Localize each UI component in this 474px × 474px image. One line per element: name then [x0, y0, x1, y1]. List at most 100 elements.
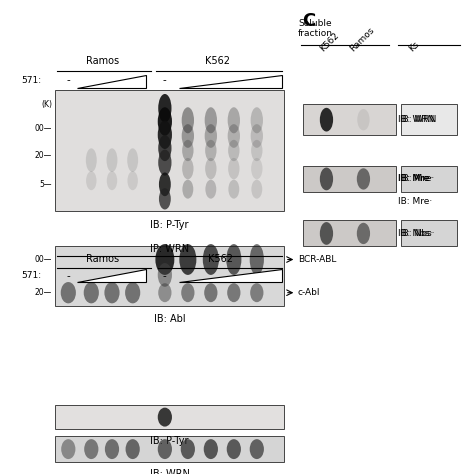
Ellipse shape [158, 408, 172, 427]
Ellipse shape [104, 282, 119, 303]
Text: 20—: 20— [35, 288, 52, 297]
Ellipse shape [228, 158, 239, 179]
Text: -: - [66, 75, 70, 86]
Text: IB: WRN: IB: WRN [400, 115, 436, 124]
Polygon shape [78, 269, 146, 282]
Ellipse shape [205, 180, 216, 199]
Ellipse shape [357, 109, 370, 130]
Text: BCR-ABL: BCR-ABL [298, 255, 336, 264]
Ellipse shape [61, 282, 76, 303]
Text: K562: K562 [319, 31, 341, 54]
Bar [303, 104, 396, 135]
Ellipse shape [320, 108, 333, 132]
Bar [55, 436, 284, 462]
Ellipse shape [182, 158, 193, 179]
Bar [303, 220, 396, 246]
Text: C: C [302, 12, 316, 30]
Ellipse shape [251, 140, 263, 161]
Ellipse shape [204, 283, 218, 302]
Text: IB: P-Tyr: IB: P-Tyr [150, 436, 189, 446]
Ellipse shape [86, 171, 97, 190]
Ellipse shape [182, 124, 194, 148]
Text: 00—: 00— [35, 124, 52, 133]
Text: 20—: 20— [35, 151, 52, 160]
Ellipse shape [320, 222, 333, 245]
Text: IB: Nbs·: IB: Nbs· [398, 229, 433, 238]
Ellipse shape [179, 244, 196, 275]
Ellipse shape [357, 223, 370, 244]
Ellipse shape [158, 107, 172, 136]
Ellipse shape [227, 439, 241, 459]
Text: IB: Abl: IB: Abl [154, 314, 185, 324]
Ellipse shape [182, 140, 193, 161]
Text: 00—: 00— [35, 255, 52, 264]
Bar [401, 220, 457, 246]
Ellipse shape [159, 188, 171, 210]
Text: IB: Mre·: IB: Mre· [400, 174, 434, 183]
Ellipse shape [357, 168, 370, 190]
Ellipse shape [84, 439, 99, 459]
Text: Ramos: Ramos [348, 26, 376, 54]
Text: (K): (K) [41, 100, 52, 109]
Ellipse shape [107, 171, 117, 190]
Ellipse shape [320, 168, 333, 190]
Text: IB: Mre·: IB: Mre· [398, 174, 432, 183]
Ellipse shape [158, 263, 172, 287]
Text: IB: Mre·: IB: Mre· [398, 197, 432, 206]
Ellipse shape [86, 148, 97, 172]
Polygon shape [179, 75, 282, 88]
Text: 571:: 571: [21, 76, 41, 85]
Polygon shape [179, 269, 282, 282]
Text: 5—: 5— [40, 180, 52, 189]
Text: Soluble
fraction: Soluble fraction [298, 19, 333, 38]
Ellipse shape [228, 107, 240, 133]
Ellipse shape [158, 135, 172, 161]
Text: -: - [163, 271, 167, 281]
Ellipse shape [158, 439, 172, 459]
Ellipse shape [227, 283, 240, 302]
Ellipse shape [128, 171, 138, 190]
Text: Ks: Ks [408, 40, 421, 54]
Text: c-Abl: c-Abl [298, 288, 320, 297]
Text: IB: Nbs·: IB: Nbs· [400, 229, 434, 238]
Ellipse shape [159, 173, 171, 196]
Text: IB: P-Tyr: IB: P-Tyr [150, 220, 189, 230]
Ellipse shape [226, 244, 241, 275]
Ellipse shape [251, 107, 263, 133]
Ellipse shape [126, 439, 140, 459]
Ellipse shape [155, 244, 174, 275]
Bar [55, 90, 284, 211]
Bar [55, 246, 284, 306]
Ellipse shape [182, 180, 193, 199]
Polygon shape [78, 75, 146, 88]
Ellipse shape [250, 244, 264, 275]
Ellipse shape [127, 148, 138, 172]
Bar [401, 104, 457, 135]
Ellipse shape [205, 140, 217, 161]
Ellipse shape [182, 107, 194, 133]
Bar [303, 166, 396, 192]
Ellipse shape [105, 439, 119, 459]
Text: K562: K562 [205, 56, 230, 66]
Ellipse shape [158, 94, 172, 122]
Ellipse shape [158, 283, 172, 302]
Bar [55, 405, 284, 429]
Ellipse shape [203, 244, 219, 275]
Ellipse shape [228, 124, 240, 148]
Text: K562: K562 [208, 255, 233, 264]
Bar [401, 166, 457, 192]
Ellipse shape [205, 107, 217, 133]
Ellipse shape [250, 283, 264, 302]
Text: IB: Mre·: IB: Mre· [398, 174, 432, 183]
Ellipse shape [181, 439, 195, 459]
Ellipse shape [61, 439, 75, 459]
Ellipse shape [250, 439, 264, 459]
Text: Ramos: Ramos [86, 56, 119, 66]
Text: -: - [163, 75, 167, 86]
Text: -: - [66, 271, 70, 281]
Ellipse shape [107, 148, 118, 172]
Text: IB: WRN: IB: WRN [398, 115, 435, 124]
Ellipse shape [251, 180, 262, 199]
Ellipse shape [205, 158, 217, 179]
Ellipse shape [125, 282, 140, 303]
